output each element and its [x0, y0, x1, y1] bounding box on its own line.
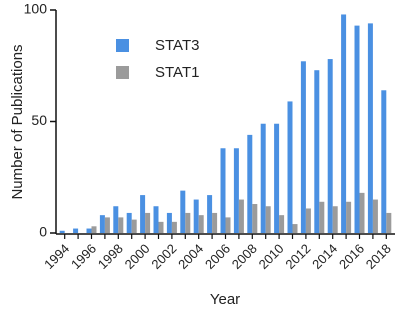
bar: [158, 221, 164, 233]
x-tick-label: 2008: [229, 241, 260, 272]
x-tick-label: 2010: [256, 241, 287, 272]
x-tick-label: 1994: [41, 241, 72, 272]
bar: [86, 228, 92, 233]
bar: [319, 201, 325, 233]
x-tick-label: 1998: [95, 241, 126, 272]
bar: [305, 208, 311, 233]
bar: [104, 217, 110, 233]
bar: [185, 212, 191, 233]
bar: [367, 23, 373, 233]
bar: [166, 212, 172, 233]
x-tick-label: 2018: [363, 241, 394, 272]
bar: [145, 212, 151, 233]
bar: [193, 199, 199, 233]
legend-swatch: [116, 39, 129, 52]
bar: [341, 14, 347, 233]
legend-swatch: [116, 66, 129, 79]
bar: [252, 204, 258, 233]
bar: [225, 217, 231, 233]
bar: [386, 212, 392, 233]
bar: [372, 199, 378, 233]
legend-label: STAT1: [155, 64, 199, 81]
legend-label: STAT3: [155, 37, 199, 54]
bar: [198, 215, 204, 233]
x-tick-label: 2016: [336, 241, 367, 272]
bar: [118, 217, 124, 233]
bar: [131, 219, 137, 233]
x-tick-label: 2002: [148, 241, 179, 272]
bar: [314, 70, 320, 234]
bar: [73, 228, 79, 233]
bar: [292, 224, 298, 233]
bar: [233, 148, 239, 233]
x-tick-label: 2012: [282, 241, 313, 272]
bar: [99, 215, 105, 233]
bar: [126, 212, 132, 233]
x-tick-label: 2006: [202, 241, 233, 272]
bar: [91, 226, 97, 233]
x-tick-label: 2004: [175, 241, 206, 272]
bar: [140, 195, 146, 233]
x-tick-label: 2000: [122, 241, 153, 272]
bar: [279, 215, 285, 233]
y-tick-label: 0: [39, 224, 47, 240]
bar: [59, 230, 65, 233]
bar: [300, 61, 306, 233]
bar: [180, 190, 186, 233]
bar: [153, 206, 159, 233]
bar: [220, 148, 226, 233]
bar: [207, 195, 213, 233]
y-tick-label: 100: [24, 1, 48, 17]
bar: [238, 199, 244, 233]
x-axis-label: Year: [210, 291, 240, 308]
bar: [287, 101, 293, 234]
bar: [332, 206, 338, 233]
bar: [359, 192, 365, 233]
y-tick-label: 50: [31, 112, 47, 128]
bar: [354, 25, 360, 233]
bar: [265, 206, 271, 233]
bar: [260, 123, 266, 233]
bar: [247, 134, 253, 233]
y-axis-label: Number of Publications: [9, 44, 26, 199]
bar: [212, 212, 218, 233]
bar: [171, 221, 177, 233]
x-tick-label: 2014: [309, 241, 340, 272]
bar: [113, 206, 119, 233]
bar: [274, 123, 280, 233]
bar: [346, 201, 352, 233]
bar: [381, 90, 387, 233]
bar: [327, 59, 333, 234]
x-tick-label: 1996: [68, 241, 99, 272]
